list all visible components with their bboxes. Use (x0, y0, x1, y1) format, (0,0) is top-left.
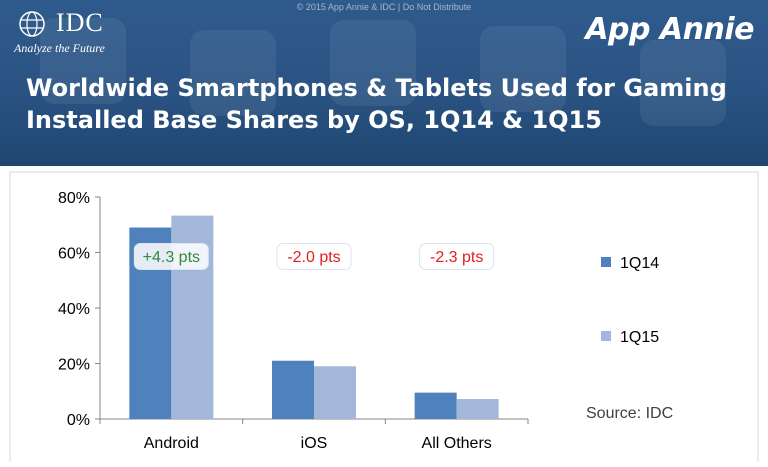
bar-1Q14-all-others (414, 392, 457, 419)
bar-chart: 0% 20% 40% 60% 80% Android +4.3 pts iOS -2.0 pts… (9, 171, 759, 467)
change-annotation: +4.3 pts (143, 249, 200, 266)
banner-decor (190, 30, 276, 116)
page-title: Worldwide Smartphones & Tablets Used for… (26, 72, 727, 136)
idc-tagline: Analyze the Future (14, 41, 105, 55)
change-annotation: -2.0 pts (287, 249, 340, 266)
chart-panel-border (9, 171, 759, 467)
legend-swatch-1Q14 (601, 257, 611, 267)
change-annotation-box (276, 243, 352, 270)
x-tick-label: iOS (301, 435, 328, 452)
x-tick-label: Android (144, 435, 199, 452)
banner-decor (480, 26, 566, 112)
bar-1Q15-ios (314, 366, 356, 419)
y-tick-label: 60% (58, 246, 90, 263)
change-annotation-box (419, 243, 495, 270)
legend-label-1Q14: 1Q14 (620, 255, 659, 272)
globe-icon (19, 11, 45, 37)
bar-1Q14-ios (272, 360, 314, 419)
title-line-1: Worldwide Smartphones & Tablets Used for… (26, 74, 727, 102)
y-tick-label: 0% (67, 412, 90, 429)
legend-label-1Q15: 1Q15 (620, 329, 659, 346)
banner-decor (40, 18, 126, 104)
banner-decor (640, 40, 726, 126)
chart-area: 0% 20% 40% 60% 80% Android +4.3 pts iOS -2.0 pts… (0, 166, 768, 467)
x-tick-label: All Others (422, 435, 492, 452)
y-tick-label: 20% (58, 357, 90, 374)
y-tick-label: 40% (58, 301, 90, 318)
y-tick-label: 80% (58, 190, 90, 207)
bar-1Q15-all-others (456, 399, 499, 419)
source-note: Source: IDC (586, 405, 673, 422)
change-annotation-box (133, 243, 209, 270)
app-annie-logo: App Annie (585, 12, 754, 47)
idc-logo: IDC Analyze the Future (12, 8, 122, 56)
copyright-note: © 2015 App Annie & IDC | Do Not Distribu… (296, 2, 472, 12)
header-banner: © 2015 App Annie & IDC | Do Not Distribu… (0, 0, 768, 166)
title-line-2: Installed Base Shares by OS, 1Q14 & 1Q15 (26, 106, 602, 134)
change-annotation: -2.3 pts (430, 249, 483, 266)
banner-decor (330, 20, 416, 106)
legend-swatch-1Q15 (601, 331, 611, 341)
idc-wordmark: IDC (56, 8, 104, 37)
